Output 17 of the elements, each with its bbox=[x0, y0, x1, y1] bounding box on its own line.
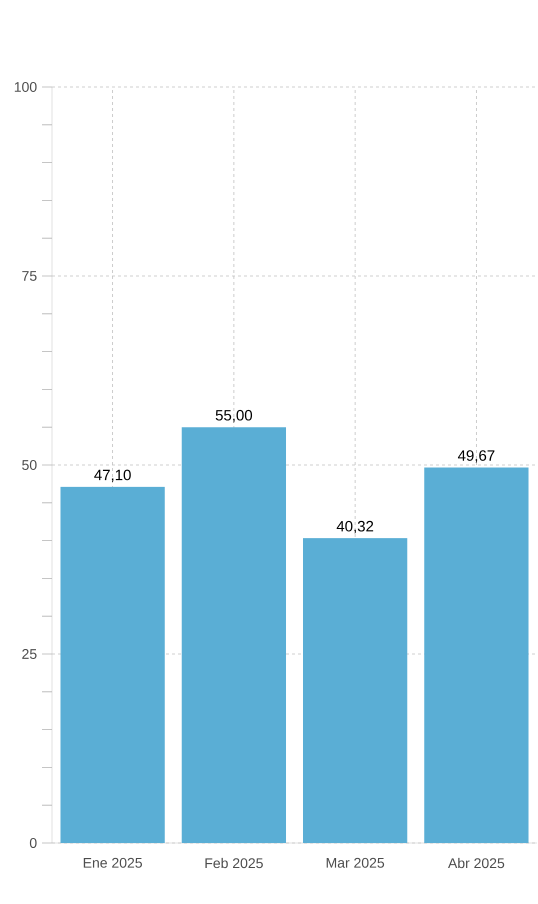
data-label: 55,00 bbox=[216, 410, 252, 422]
data-label: 49,67 bbox=[458, 450, 494, 463]
y-tick-label: 0 bbox=[30, 838, 37, 848]
y-tick-label: 75 bbox=[22, 271, 37, 281]
bar bbox=[424, 467, 529, 843]
x-tick-label: Abr 2025 bbox=[448, 858, 504, 868]
bar bbox=[182, 427, 286, 843]
y-tick-label: 25 bbox=[22, 649, 37, 659]
bar bbox=[302, 538, 408, 843]
y-tick-label: 100 bbox=[14, 82, 37, 92]
x-tick-label: Ene 2025 bbox=[84, 858, 142, 868]
x-tick-label: Mar 2025 bbox=[326, 858, 384, 868]
data-label: 40,32 bbox=[336, 520, 374, 534]
x-tick-label: Feb 2025 bbox=[205, 858, 263, 868]
bar bbox=[60, 486, 165, 843]
y-tick-label: 50 bbox=[22, 460, 37, 470]
data-label: 47,10 bbox=[94, 470, 131, 482]
